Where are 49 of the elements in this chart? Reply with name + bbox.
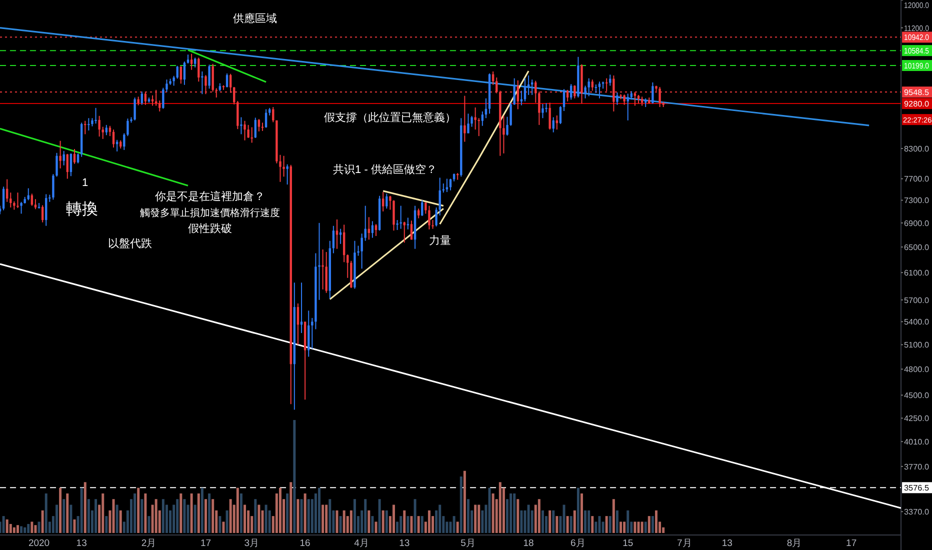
y-tick-label: 11200.0 bbox=[904, 24, 932, 33]
ref-line-label: 10942.0 bbox=[904, 33, 932, 42]
y-tick-label: 12000.0 bbox=[904, 1, 932, 10]
y-tick-label: 7300.0 bbox=[904, 196, 930, 206]
x-tick-label: 6月 bbox=[570, 538, 586, 549]
x-tick-label: 15 bbox=[622, 538, 634, 549]
x-tick-label: 5月 bbox=[460, 538, 476, 549]
y-tick-label: 5700.0 bbox=[904, 296, 930, 305]
x-tick-label: 16 bbox=[300, 538, 310, 549]
y-tick-label: 6500.0 bbox=[904, 242, 930, 252]
y-tick-label: 8300.0 bbox=[904, 144, 930, 154]
annotation: 以盤代跌 bbox=[108, 237, 152, 250]
annotation: 1 bbox=[82, 177, 88, 189]
y-tick-label: 5400.0 bbox=[904, 318, 930, 327]
x-tick-label: 4月 bbox=[354, 538, 370, 549]
x-tick-label: 13 bbox=[399, 538, 410, 549]
y-tick-label: 4800.0 bbox=[904, 365, 930, 374]
ref-line-label: 9280.0 bbox=[904, 100, 930, 109]
annotation: 共识1 - 供給區做空？ bbox=[333, 163, 437, 176]
y-tick-label: 4010.0 bbox=[904, 438, 930, 447]
y-tick-label: 4500.0 bbox=[904, 391, 930, 400]
annotation: 供應區域 bbox=[233, 12, 277, 25]
annotation: 力量 bbox=[429, 234, 451, 247]
x-tick-label: 7月 bbox=[676, 538, 692, 549]
x-tick-label: 17 bbox=[200, 538, 212, 549]
y-tick-label: 3370.0 bbox=[904, 508, 930, 517]
x-tick-label: 8月 bbox=[786, 538, 802, 549]
annotation: 你是不是在這裡加倉？ bbox=[155, 190, 265, 203]
annotation: 假性跌破 bbox=[188, 222, 232, 235]
y-tick-label: 5100.0 bbox=[904, 340, 930, 350]
annotation: 假支撐（此位置已無意義） bbox=[324, 111, 456, 124]
y-tick-label: 4250.0 bbox=[904, 414, 930, 424]
y-tick-label: 7700.0 bbox=[904, 174, 930, 184]
y-tick-label: 6100.0 bbox=[904, 268, 930, 278]
x-tick-label: 13 bbox=[722, 538, 732, 549]
x-tick-label: 2月 bbox=[141, 538, 157, 549]
x-tick-label: 17 bbox=[846, 538, 857, 549]
y-tick-label: 6900.0 bbox=[904, 218, 930, 228]
x-tick-label: 13 bbox=[76, 538, 87, 549]
x-tick-label: 2020 bbox=[28, 538, 50, 549]
x-tick-label: 18 bbox=[523, 538, 534, 549]
ref-line-label: 10199.0 bbox=[904, 62, 932, 71]
annotation: 轉換 bbox=[66, 201, 98, 218]
y-tick-label: 3770.0 bbox=[904, 462, 930, 472]
annotation: 觸發多單止損加速價格滑行速度 bbox=[140, 207, 280, 219]
ref-line-label: 10584.5 bbox=[904, 46, 932, 56]
ref-line-label: 9548.5 bbox=[904, 88, 930, 98]
x-tick-label: 3月 bbox=[244, 538, 260, 549]
ref-line-label: 3576.5 bbox=[904, 484, 930, 493]
